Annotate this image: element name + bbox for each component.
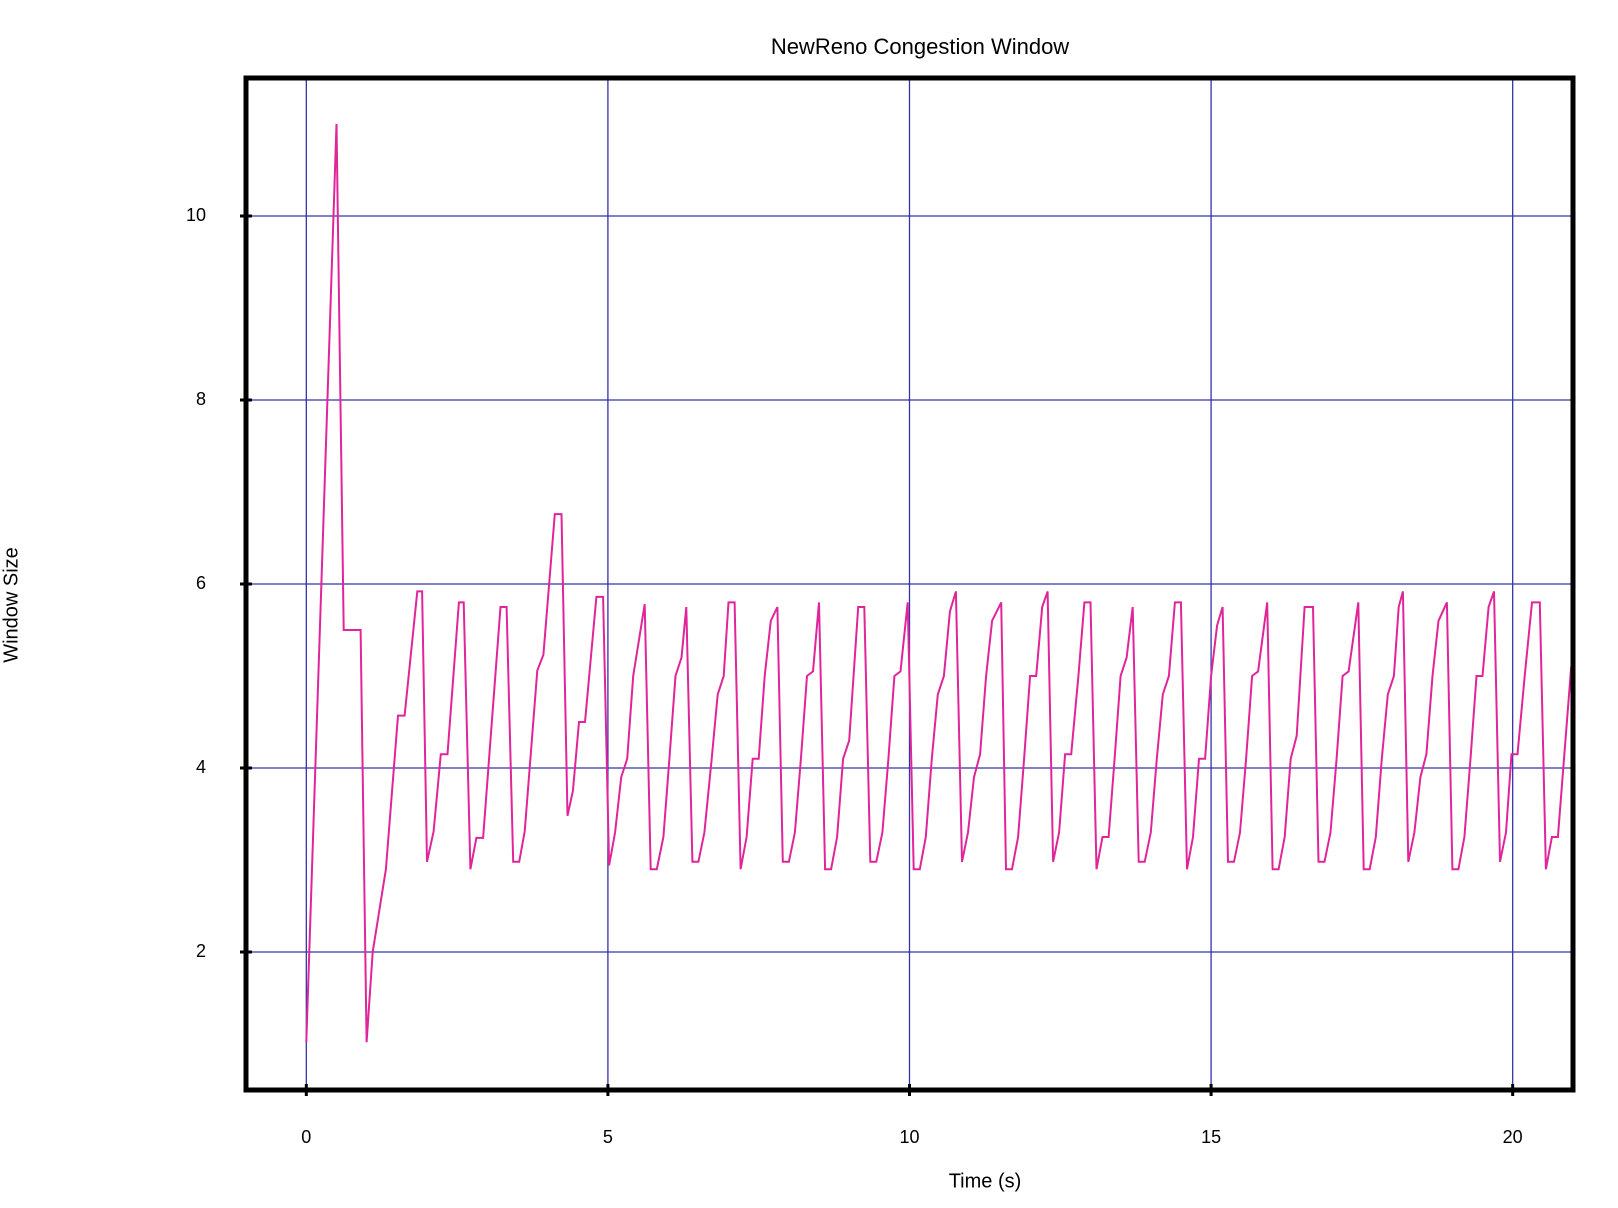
y-tick-label: 8 — [196, 389, 206, 409]
plot-frame — [243, 75, 1576, 1093]
y-tick-label: 10 — [186, 205, 206, 225]
x-tick-label: 15 — [1201, 1127, 1221, 1147]
y-tick-label: 2 — [196, 941, 206, 961]
y-tick-label: 4 — [196, 757, 206, 777]
x-axis-label: Time (s) — [949, 1170, 1022, 1192]
x-tick-label: 10 — [899, 1127, 919, 1147]
y-axis-label: Window Size — [0, 547, 22, 663]
data-line — [305, 123, 1573, 1043]
y-tick-label: 6 — [196, 573, 206, 593]
x-tick-label: 0 — [301, 1127, 311, 1147]
x-tick-label: 5 — [603, 1127, 613, 1147]
x-tick-label: 20 — [1503, 1127, 1523, 1147]
chart-title: NewReno Congestion Window — [771, 34, 1069, 59]
